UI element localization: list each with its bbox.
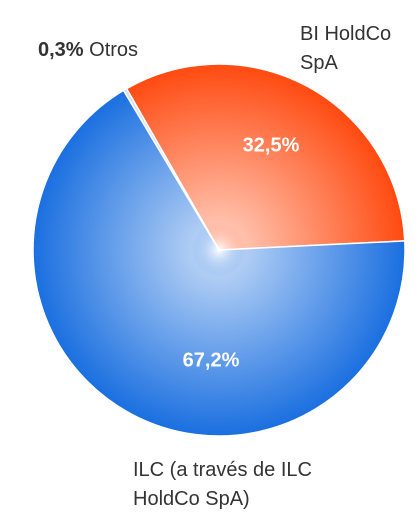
slice-label: BI HoldCo SpA	[300, 23, 392, 74]
slice-label: ILC (a través de ILC HoldCo SpA)	[133, 459, 312, 510]
value-label: 67,2%	[183, 349, 240, 371]
category-label: Otros	[89, 39, 139, 61]
pie-slice	[32, 89, 406, 437]
value-label: 32,5%	[243, 134, 300, 156]
pie-slice	[125, 63, 406, 251]
value-label: 0,3%	[38, 39, 84, 61]
pie-slice	[122, 87, 220, 251]
slice-label: 0,3% Otros	[38, 36, 138, 65]
